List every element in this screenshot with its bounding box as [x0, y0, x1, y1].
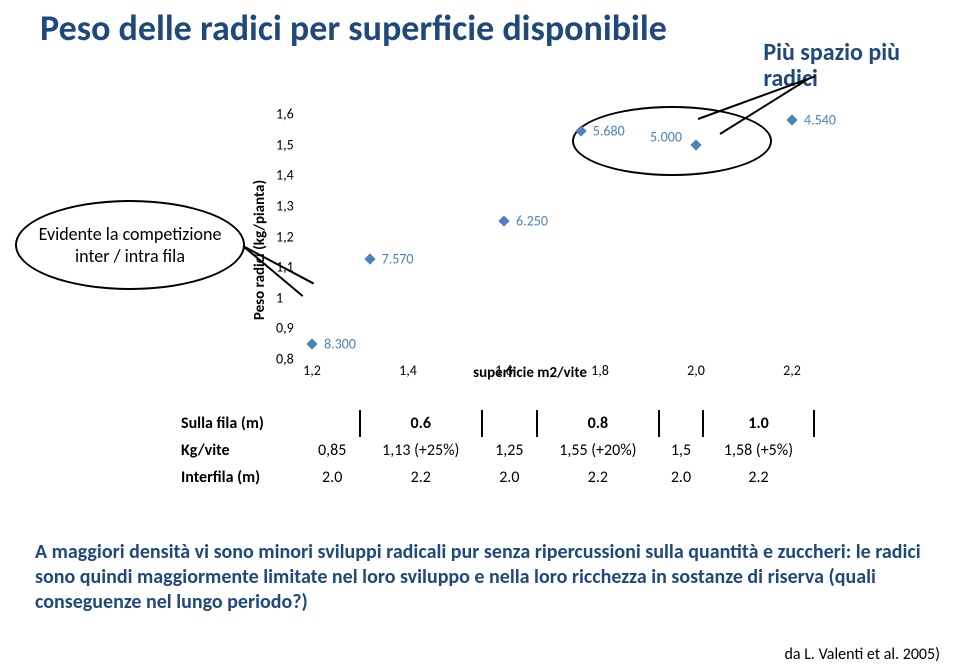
- table-row-label: Interfila (m): [175, 464, 305, 491]
- page-title: Peso delle radici per superficie disponi…: [40, 6, 667, 50]
- table-row-label: Sulla fila (m): [175, 410, 305, 437]
- data-point: [306, 338, 317, 349]
- y-axis-label: Peso radici (kg/pianta): [251, 180, 269, 320]
- x-tick: 2,2: [783, 362, 801, 379]
- y-tick: 1: [276, 289, 283, 306]
- data-point: [575, 125, 586, 136]
- table-cell: [659, 410, 703, 437]
- table-cell: 1.0: [703, 410, 814, 437]
- table-cell: 0,85: [305, 437, 360, 464]
- table-cell: [482, 410, 537, 437]
- y-tick: 0,9: [276, 320, 294, 337]
- table-cell: 2.0: [482, 464, 537, 491]
- scatter-chart: Peso radici (kg/pianta) 0,80,911,11,21,3…: [260, 110, 800, 390]
- table-cell: 0.6: [360, 410, 482, 437]
- data-point-label: 5.680: [593, 122, 625, 139]
- x-tick: 1,8: [591, 362, 609, 379]
- data-point-label: 5.000: [650, 128, 682, 145]
- data-point-label: 8.300: [324, 335, 356, 352]
- x-tick: 1,2: [303, 362, 321, 379]
- data-point-label: 6.250: [516, 213, 548, 230]
- table-cell: 2.2: [537, 464, 659, 491]
- data-point: [690, 139, 701, 150]
- conclusion-text: A maggiori densità vi sono minori svilup…: [35, 540, 925, 615]
- x-axis-label: superficie m2/vite: [473, 364, 587, 382]
- data-point-label: 4.540: [804, 112, 836, 129]
- table-cell: 1,55 (+20%): [537, 437, 659, 464]
- table-cell: 1,13 (+25%): [360, 437, 482, 464]
- table-cell: 2.2: [703, 464, 814, 491]
- y-tick: 1,1: [276, 259, 294, 276]
- table-cell: 1,58 (+5%): [703, 437, 814, 464]
- data-point: [786, 114, 797, 125]
- table-cell: 2.0: [659, 464, 703, 491]
- table-cell: 1,25: [482, 437, 537, 464]
- x-tick: 2,0: [687, 362, 705, 379]
- y-tick: 1,3: [276, 197, 294, 214]
- plot-region: 0,80,911,11,21,31,41,51,61,21,41,61,82,0…: [312, 114, 792, 359]
- x-tick: 1,4: [399, 362, 417, 379]
- table-row-label: Kg/vite: [175, 437, 305, 464]
- y-tick: 1,6: [276, 106, 294, 123]
- data-point-label: 7.570: [382, 251, 414, 268]
- callout-competition: Evidente la competizioneinter / intra fi…: [15, 200, 245, 290]
- table-cell: [305, 410, 360, 437]
- data-point: [498, 216, 509, 227]
- y-tick: 0,8: [276, 351, 294, 368]
- y-tick: 1,4: [276, 167, 294, 184]
- table-cell: 0.8: [537, 410, 659, 437]
- table-cell: 2.2: [360, 464, 482, 491]
- data-table: Sulla fila (m) 0.6 0.8 1.0 Kg/vite0,851,13 (…: [175, 410, 815, 491]
- y-tick: 1,2: [276, 228, 294, 245]
- table-cell: 1,5: [659, 437, 703, 464]
- data-point: [364, 254, 375, 265]
- subtitle: Più spazio piùradici: [763, 40, 900, 93]
- table-cell: 2.0: [305, 464, 360, 491]
- citation: da L. Valenti et al. 2005): [785, 645, 940, 664]
- y-tick: 1,5: [276, 136, 294, 153]
